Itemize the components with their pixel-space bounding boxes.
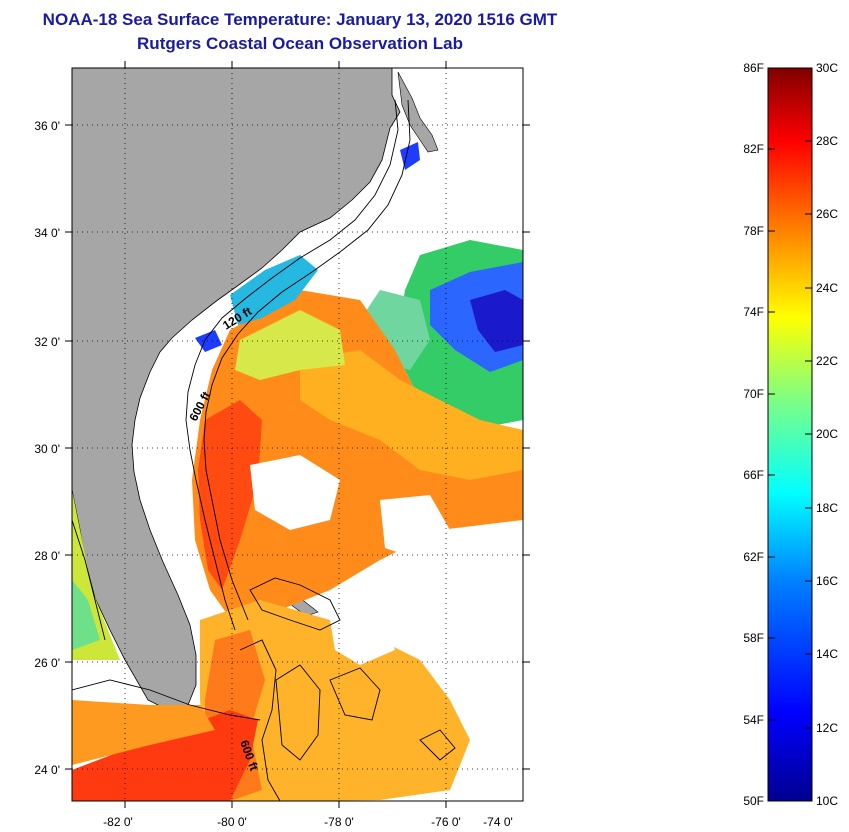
title-line-1: NOAA-18 Sea Surface Temperature: January… xyxy=(42,10,558,29)
colorbar-f-label: 54F xyxy=(743,713,764,727)
colorbar-f-label: 58F xyxy=(743,631,764,645)
colorbar-c-label: 10C xyxy=(816,794,838,808)
lat-label: 36 0' xyxy=(34,119,60,133)
map-panel: 120 ft 600 ft 600 ft xyxy=(72,68,523,801)
title-line-2: Rutgers Coastal Ocean Observation Lab xyxy=(137,34,463,53)
lat-label: 30 0' xyxy=(34,442,60,456)
sst-data-layer xyxy=(72,142,523,801)
colorbar-c-label: 12C xyxy=(816,721,838,735)
land-mainland xyxy=(72,68,401,713)
colorbar-c-ticks xyxy=(805,140,812,729)
colorbar-c-label: 30C xyxy=(816,61,838,75)
lon-label: -82 0' xyxy=(103,815,133,829)
lat-label: 34 0' xyxy=(34,226,60,240)
lon-label: -80 0' xyxy=(217,815,247,829)
colorbar-c-label: 24C xyxy=(816,281,838,295)
colorbar-f-label: 70F xyxy=(743,387,764,401)
colorbar-c-label: 26C xyxy=(816,207,838,221)
lon-label: -76 0' xyxy=(431,815,461,829)
lon-label: -78 0' xyxy=(324,815,354,829)
colorbar-f-ticks xyxy=(768,148,775,721)
colorbar-f-label: 62F xyxy=(743,550,764,564)
colorbar-f-label: 66F xyxy=(743,468,764,482)
colorbar-c-label: 20C xyxy=(816,427,838,441)
colorbar-f-label: 86F xyxy=(743,61,764,75)
map-frame xyxy=(71,67,524,802)
land-outer-banks xyxy=(397,71,439,153)
lon-label: -74 0' xyxy=(483,815,513,829)
colorbar-c-label: 22C xyxy=(816,354,838,368)
colorbar-f-label: 78F xyxy=(743,224,764,238)
isobath-contours xyxy=(72,99,456,801)
lat-label: 24 0' xyxy=(34,763,60,777)
colorbar-c-label: 14C xyxy=(816,647,838,661)
colorbar-f-labels: 86F 82F 78F 74F 70F 66F 62F 58F 54F 50F xyxy=(743,61,764,808)
colorbar-f-label: 50F xyxy=(743,794,764,808)
longitude-labels: -82 0' -80 0' -78 0' -76 0' -74 0' xyxy=(103,815,513,829)
colorbar-c-label: 28C xyxy=(816,134,838,148)
colorbar-gradient xyxy=(767,67,813,802)
colorbar-c-label: 18C xyxy=(816,501,838,515)
lat-label: 32 0' xyxy=(34,335,60,349)
map-ticks xyxy=(65,61,530,808)
lat-label: 28 0' xyxy=(34,549,60,563)
colorbar-c-label: 16C xyxy=(816,574,838,588)
colorbar: 86F 82F 78F 74F 70F 66F 62F 58F 54F 50F … xyxy=(743,61,838,808)
latitude-labels: 36 0' 34 0' 32 0' 30 0' 28 0' 26 0' 24 0… xyxy=(34,119,60,777)
colorbar-c-labels: 30C 28C 26C 24C 22C 20C 18C 16C 14C 12C … xyxy=(816,61,838,808)
graticule xyxy=(72,68,523,801)
colorbar-f-label: 74F xyxy=(743,305,764,319)
lat-label: 26 0' xyxy=(34,656,60,670)
colorbar-f-label: 82F xyxy=(743,142,764,156)
